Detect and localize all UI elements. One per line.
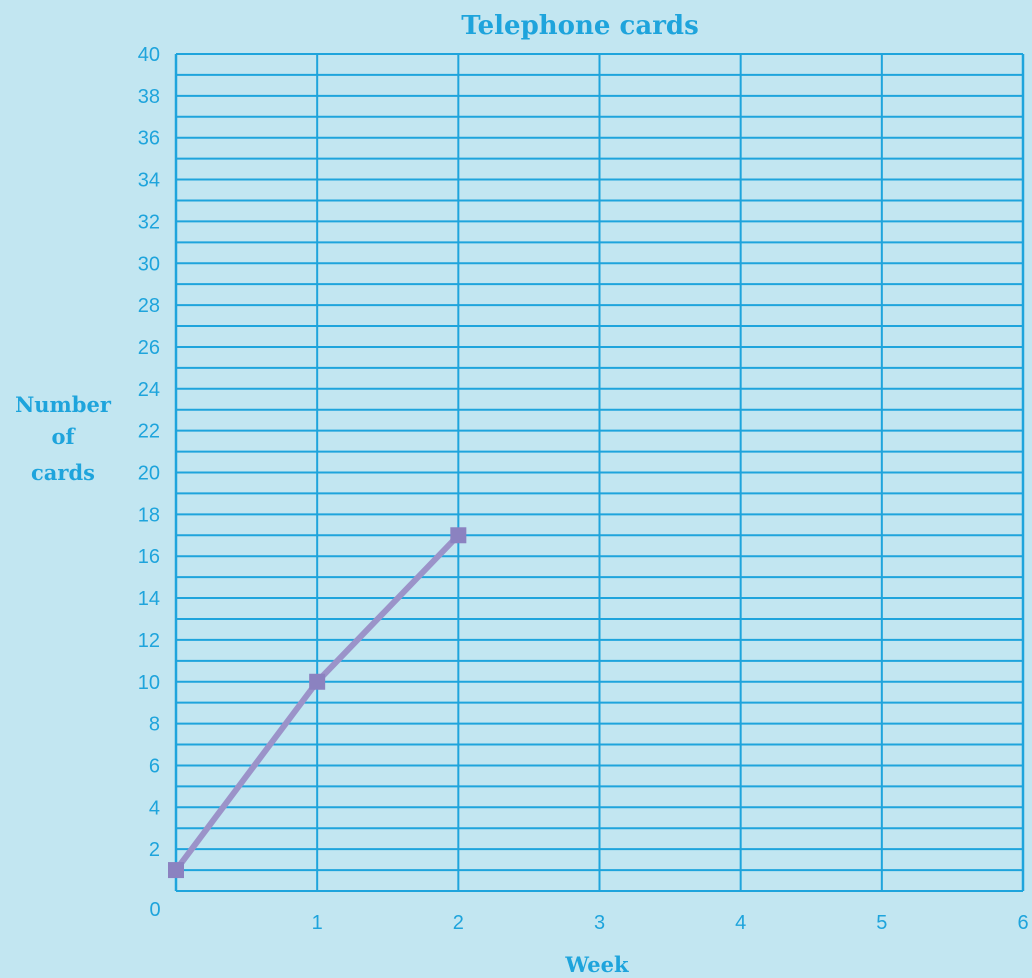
y-tick-label: 32 [138, 211, 160, 233]
y-tick-label: 10 [138, 672, 160, 694]
y-tick-label: 40 [138, 44, 160, 66]
y-tick-label: 38 [138, 86, 160, 108]
origin-tick-label: 0 [149, 899, 160, 921]
y-tick-label: 30 [138, 253, 160, 275]
y-tick-label: 2 [149, 839, 160, 861]
y-axis-label-line-1: Number [15, 392, 112, 417]
x-tick-label: 2 [453, 912, 464, 934]
data-point-marker [450, 527, 467, 544]
y-tick-label: 28 [138, 295, 160, 317]
y-tick-label: 8 [149, 714, 160, 736]
y-tick-label: 26 [138, 337, 160, 359]
y-tick-label: 6 [149, 755, 160, 777]
y-axis-label-line-2: of [51, 424, 76, 449]
y-tick-label: 20 [138, 463, 160, 485]
y-tick-label: 18 [138, 504, 160, 526]
y-tick-label: 4 [149, 797, 160, 819]
series-layer [168, 527, 467, 879]
x-tick-label: 4 [735, 912, 746, 934]
x-axis-ticks: 0 1 2 3 4 5 6 [149, 899, 1028, 934]
y-tick-label: 12 [138, 630, 160, 652]
data-point-marker [168, 862, 184, 879]
y-tick-label: 14 [138, 588, 160, 610]
y-axis-label-line-3: cards [31, 460, 95, 485]
y-tick-label: 16 [138, 546, 160, 568]
y-tick-label: 22 [138, 421, 160, 443]
y-tick-label: 24 [138, 379, 160, 401]
grid [174, 53, 1025, 892]
x-tick-label: 3 [594, 912, 605, 934]
chart-title: Telephone cards [461, 11, 698, 41]
data-point-marker [309, 673, 326, 690]
x-tick-label: 6 [1017, 912, 1028, 934]
y-tick-label: 36 [138, 128, 160, 150]
x-tick-label: 1 [312, 912, 323, 934]
x-axis-label: Week [564, 952, 629, 977]
y-tick-label: 34 [138, 170, 160, 192]
x-tick-label: 5 [876, 912, 887, 934]
